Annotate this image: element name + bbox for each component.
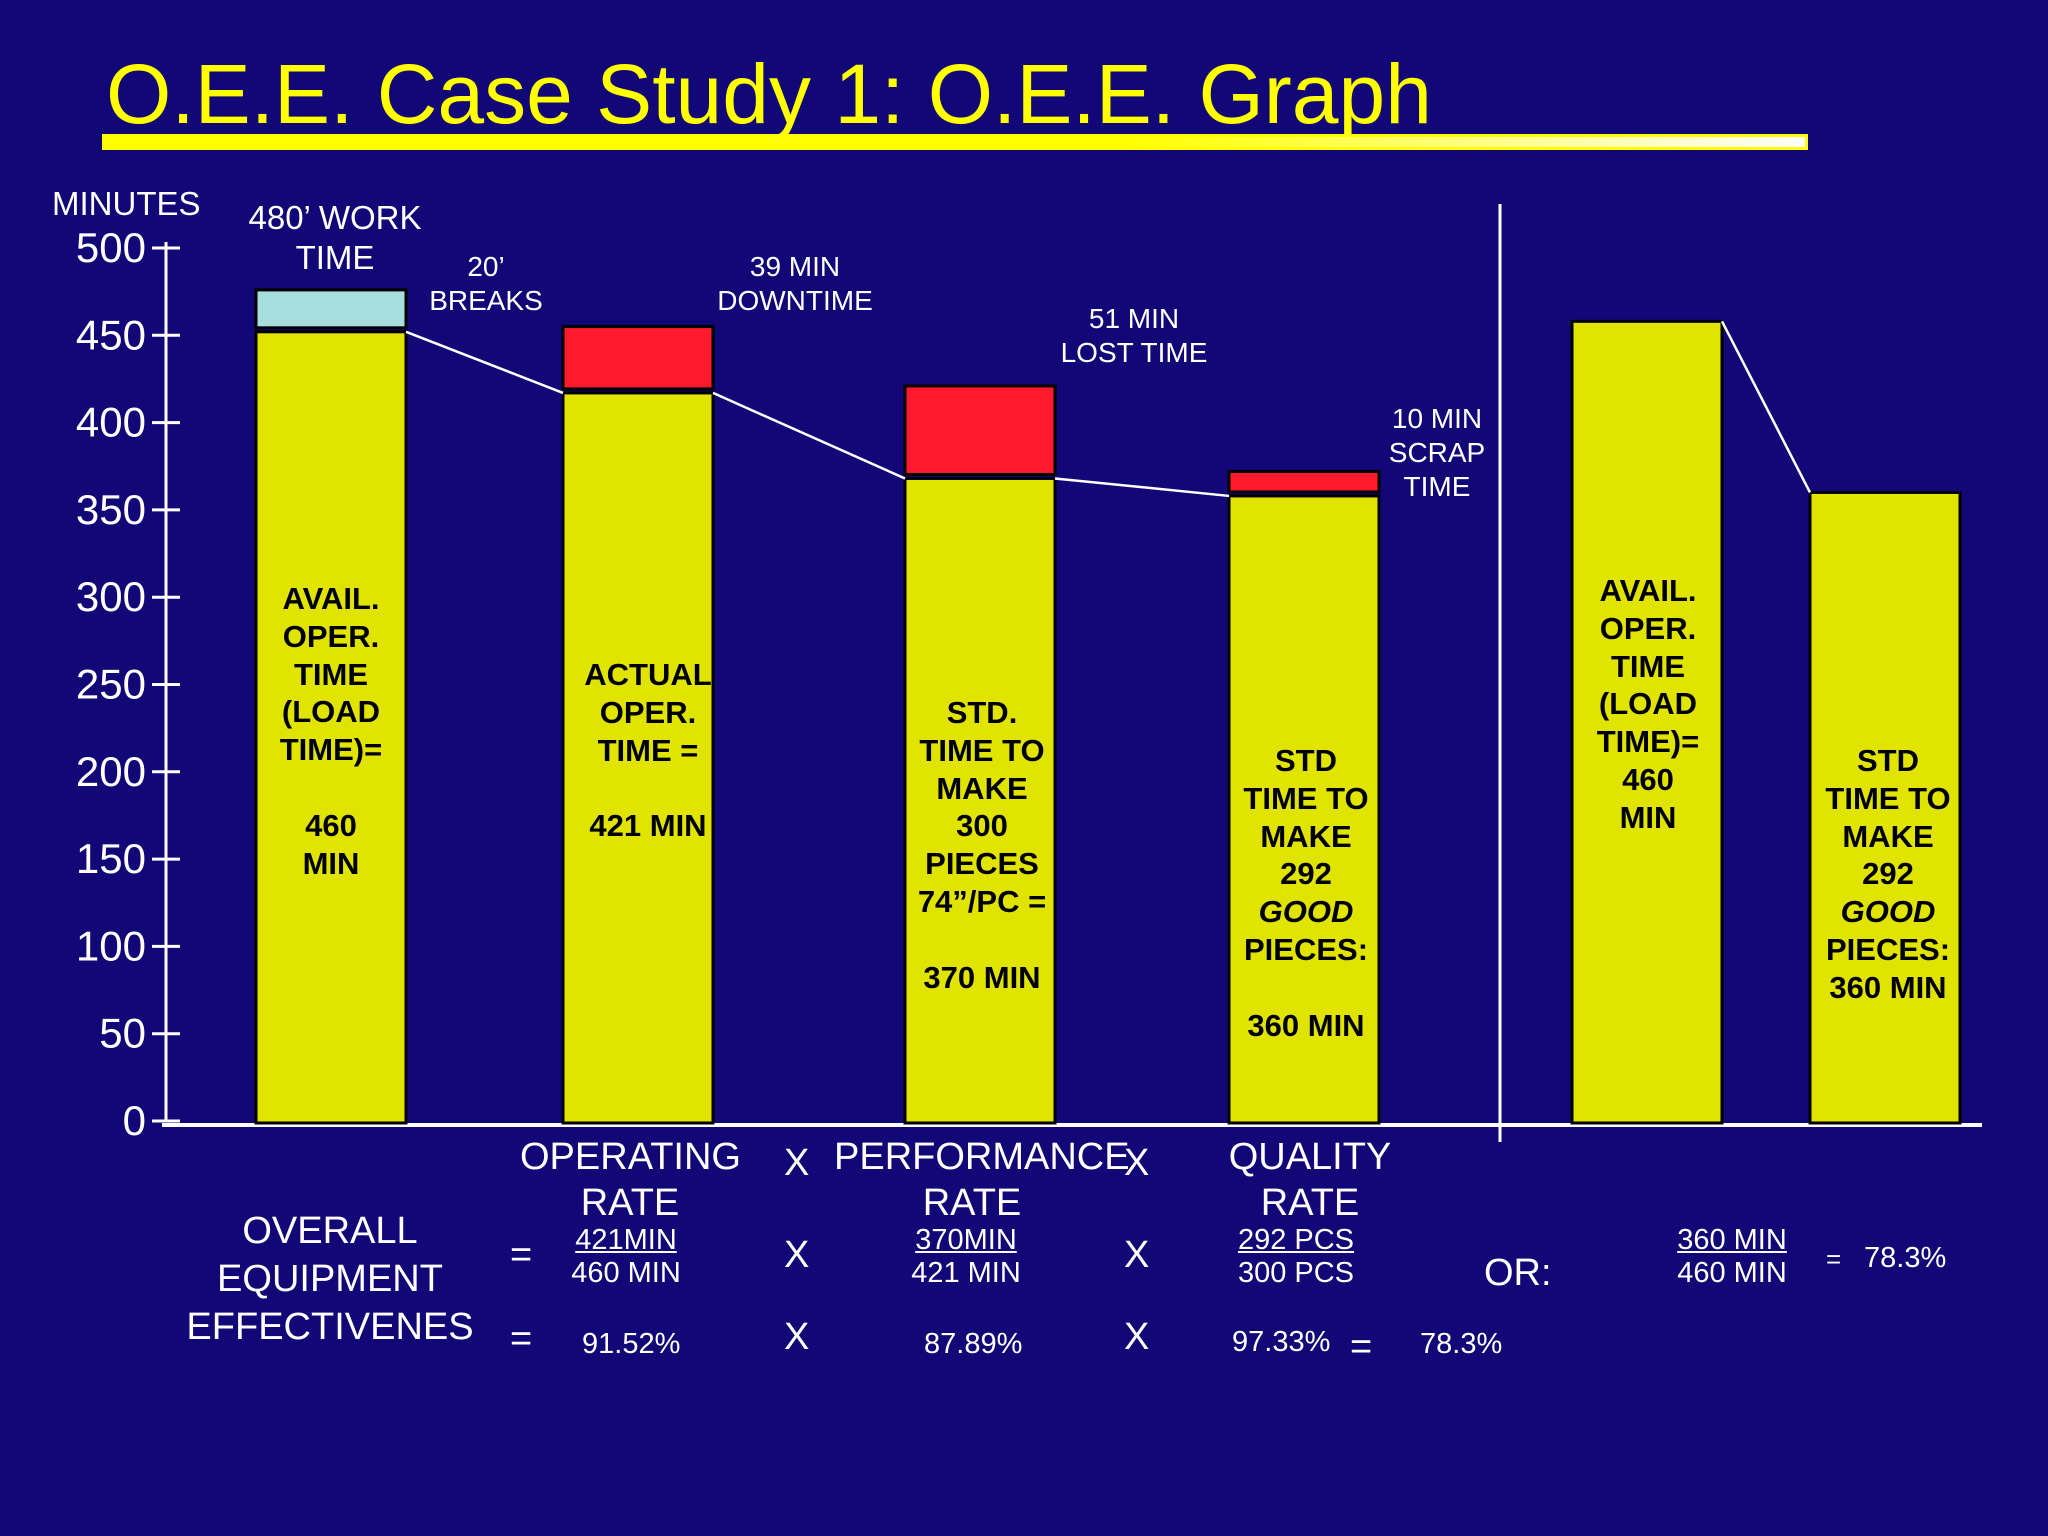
alternate-fraction: 360 MIN 460 MIN (1662, 1224, 1802, 1291)
times-sign: X (784, 1316, 810, 1358)
y-tick-label: 200 (76, 748, 146, 795)
slide-title: O.E.E. Case Study 1: O.E.E. Graph (106, 47, 1432, 141)
bar-segment-good-time (1227, 469, 1381, 494)
y-tick-label: 100 (76, 922, 146, 969)
scrap-time-annotation: 10 MIN SCRAP TIME (1388, 403, 1486, 503)
bar-label-std-time: STD. TIME TO MAKE 300 PIECES 74”/PC = 37… (917, 695, 1047, 995)
operating-denominator: 460 MIN (571, 1257, 681, 1290)
downtime-annotation: 39 MIN DOWNTIME (717, 251, 873, 317)
performance-rate-value: 87.89% (924, 1328, 1023, 1360)
title-underline (102, 134, 1808, 150)
oee-result: 78.3% (1420, 1328, 1503, 1360)
performance-rate-header: PERFORMANCE RATE (834, 1136, 1130, 1225)
bar-label-good-time: STD TIME TO MAKE 292 GOOD PIECES: 360 MIN (1243, 743, 1369, 1043)
bar-good-time (1227, 494, 1381, 1125)
bar-summary-load (1570, 319, 1724, 1125)
y-tick-label: 450 (76, 311, 146, 358)
y-tick-label: 300 (76, 573, 146, 620)
bar-summary-good (1808, 490, 1962, 1125)
operating-numerator: 421MIN (575, 1224, 677, 1256)
y-tick-label: 400 (76, 399, 146, 446)
operating-fraction: 421MIN 460 MIN (556, 1224, 696, 1291)
operating-rate-value: 91.52% (582, 1328, 681, 1360)
performance-denominator: 421 MIN (911, 1257, 1021, 1290)
lost-time-annotation: 51 MIN LOST TIME (1060, 303, 1208, 369)
alternate-numerator: 360 MIN (1677, 1224, 1787, 1256)
y-axis-label: MINUTES (52, 185, 201, 222)
y-tick-label: 0 (123, 1097, 146, 1144)
alternate-result: 78.3% (1864, 1242, 1947, 1274)
y-tick-label: 500 (76, 224, 146, 271)
performance-fraction: 370MIN 421 MIN (896, 1224, 1036, 1291)
performance-numerator: 370MIN (915, 1224, 1017, 1256)
alternate-equals: = (1826, 1244, 1842, 1274)
breaks-annotation: 20’ BREAKS (429, 251, 543, 317)
quality-rate-value: 97.33% (1232, 1326, 1331, 1358)
or-label: OR: (1484, 1252, 1552, 1294)
bar-load-time (254, 330, 408, 1125)
operating-rate-header: OPERATING RATE (520, 1136, 741, 1225)
connector-line (405, 330, 564, 395)
equals-sign: = (510, 1234, 533, 1276)
bar-std-time (903, 476, 1057, 1125)
times-sign: X (1124, 1316, 1150, 1358)
bar-actual-time (561, 391, 715, 1125)
oee-label: OVERALL EQUIPMENT EFFECTIVENES (186, 1210, 474, 1348)
quality-numerator: 292 PCS (1237, 1224, 1355, 1256)
bar-segment-actual-time (561, 325, 715, 391)
y-tick-label: 350 (76, 486, 146, 533)
bar-label-summary-good: STD TIME TO MAKE 292 GOOD PIECES: 360 MIN (1825, 743, 1951, 1005)
connector-line (712, 391, 906, 480)
y-tick-label: 250 (76, 661, 146, 708)
quality-fraction: 292 PCS 300 PCS (1226, 1224, 1366, 1291)
bar-label-actual-time: ACTUAL OPER. TIME = 421 MIN (584, 657, 712, 844)
times-sign: X (1124, 1142, 1150, 1184)
times-sign: X (784, 1142, 810, 1184)
connector-line (1054, 477, 1230, 498)
quality-rate-header: QUALITY RATE (1228, 1136, 1392, 1225)
bar-segment-std-time (903, 384, 1057, 476)
times-sign: X (1124, 1234, 1150, 1276)
equals-sign: = (510, 1318, 533, 1360)
quality-denominator: 300 PCS (1237, 1257, 1355, 1290)
alternate-denominator: 460 MIN (1677, 1257, 1787, 1290)
bar-segment-load-time (254, 288, 408, 330)
equals-sign: = (1350, 1326, 1373, 1368)
y-tick-label: 50 (99, 1010, 146, 1057)
connector-line (1720, 320, 1812, 494)
y-tick-label: 150 (76, 835, 146, 882)
bar-label-load-time: AVAIL. OPER. TIME (LOAD TIME)= 460 MIN (279, 581, 383, 881)
bar-label-summary-load: AVAIL. OPER. TIME (LOAD TIME)= 460 MIN (1596, 573, 1700, 835)
work-time-annotation: 480’ WORK TIME (248, 199, 422, 277)
times-sign: X (784, 1234, 810, 1276)
